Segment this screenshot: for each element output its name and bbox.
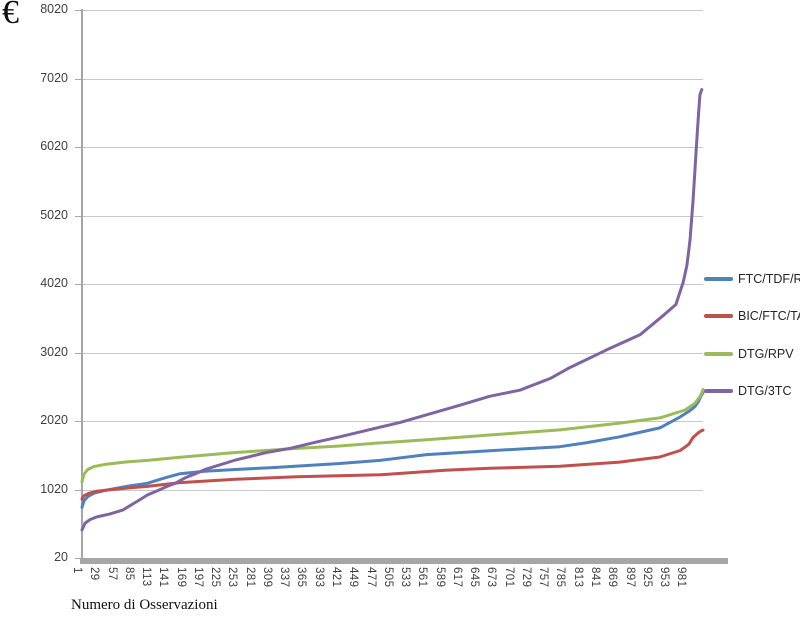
y-axis-line (81, 9, 83, 558)
x-tick-label: 113 (140, 567, 153, 587)
x-tick-label: 617 (450, 567, 463, 588)
legend-label: BIC/FTC/TAF (738, 309, 800, 324)
x-tick-label: 645 (468, 567, 481, 588)
x-tick-label: 561 (416, 567, 429, 588)
x-tick-label: 57 (105, 567, 118, 581)
y-tick-mark (75, 147, 82, 148)
gridline (82, 284, 703, 285)
x-tick-label: 421 (330, 567, 342, 588)
x-tick-label: 253 (226, 567, 239, 588)
x-tick-label: 925 (640, 567, 653, 588)
y-tick-label: 8020 (40, 2, 68, 16)
legend-swatch (704, 351, 733, 356)
y-tick-label: 2020 (40, 413, 68, 427)
legend-label: DTG/3TC (738, 384, 792, 399)
x-tick-label: 701 (502, 567, 515, 588)
y-tick-label: 4020 (40, 276, 68, 290)
y-tick-mark (75, 558, 82, 559)
gridline (82, 79, 703, 80)
gridline (82, 490, 703, 491)
x-tick-label: 449 (347, 567, 360, 588)
y-tick-label: 6020 (40, 139, 68, 153)
x-tick-label: 85 (122, 567, 135, 581)
x-tick-label: 981 (675, 567, 688, 588)
legend-item: DTG/3TC (704, 384, 791, 398)
series-line-bic-ftc-taf (80, 428, 705, 501)
x-tick-label: 729 (519, 567, 532, 588)
legend-item: DTG/RPV (704, 347, 794, 361)
x-tick-label: 673 (485, 567, 498, 588)
gridline (82, 216, 703, 217)
x-tick-label: 533 (399, 567, 412, 588)
legend-item: FTC/TDF/RPV (704, 272, 800, 286)
x-tick-label: 869 (606, 567, 619, 588)
y-axis-unit-label: € (2, 0, 19, 31)
x-tick-label: 505 (381, 567, 394, 588)
y-tick-label: 1020 (40, 482, 68, 496)
x-tick-label: 169 (174, 567, 187, 588)
y-tick-mark (75, 10, 82, 11)
x-tick-label: 309 (260, 567, 273, 588)
x-tick-label: 337 (278, 567, 291, 588)
y-tick-label: 20 (54, 550, 68, 564)
x-tick-label: 477 (364, 567, 377, 588)
series-line-ftc-tdf-rpv (80, 391, 705, 509)
x-tick-label: 141 (157, 567, 170, 588)
legend-item: BIC/FTC/TAF (704, 309, 800, 323)
x-tick-label: 225 (209, 567, 222, 588)
series-line-dtg-3tc (80, 88, 704, 532)
x-tick-label: 953 (658, 567, 671, 588)
y-tick-mark (75, 421, 82, 422)
x-tick-label: 757 (537, 567, 550, 588)
x-axis-title: Numero di Osservazioni (71, 597, 218, 613)
x-tick-label: 197 (191, 567, 204, 588)
x-tick-label: 365 (295, 567, 308, 588)
x-tick-label: 813 (571, 567, 584, 588)
gridline (82, 353, 703, 354)
legend-label: FTC/TDF/RPV (738, 272, 800, 286)
y-tick-mark (75, 79, 82, 80)
x-tick-label: 589 (433, 567, 446, 588)
legend-swatch (704, 314, 733, 319)
legend-label: DTG/RPV (738, 346, 794, 361)
y-tick-label: 3020 (40, 345, 68, 359)
gridline (82, 421, 703, 422)
x-tick-label: 785 (554, 567, 567, 588)
y-tick-mark (75, 490, 82, 491)
y-tick-label: 7020 (40, 71, 68, 85)
x-tick-label: 897 (623, 567, 636, 588)
legend-swatch (704, 277, 733, 281)
y-tick-mark (75, 353, 82, 354)
legend-swatch (704, 389, 733, 394)
x-tick-label: 29 (88, 567, 101, 581)
x-tick-label: 1 (71, 567, 83, 574)
x-tick-label: 841 (589, 567, 601, 588)
y-tick-label: 5020 (40, 208, 68, 222)
x-axis-bar (80, 558, 728, 564)
gridline (82, 147, 703, 148)
x-tick-label: 281 (243, 567, 256, 588)
y-tick-mark (75, 284, 82, 285)
gridline (82, 10, 703, 11)
y-tick-mark (75, 216, 82, 217)
series-line-dtg-rpv (80, 388, 705, 484)
x-tick-label: 393 (312, 567, 325, 588)
